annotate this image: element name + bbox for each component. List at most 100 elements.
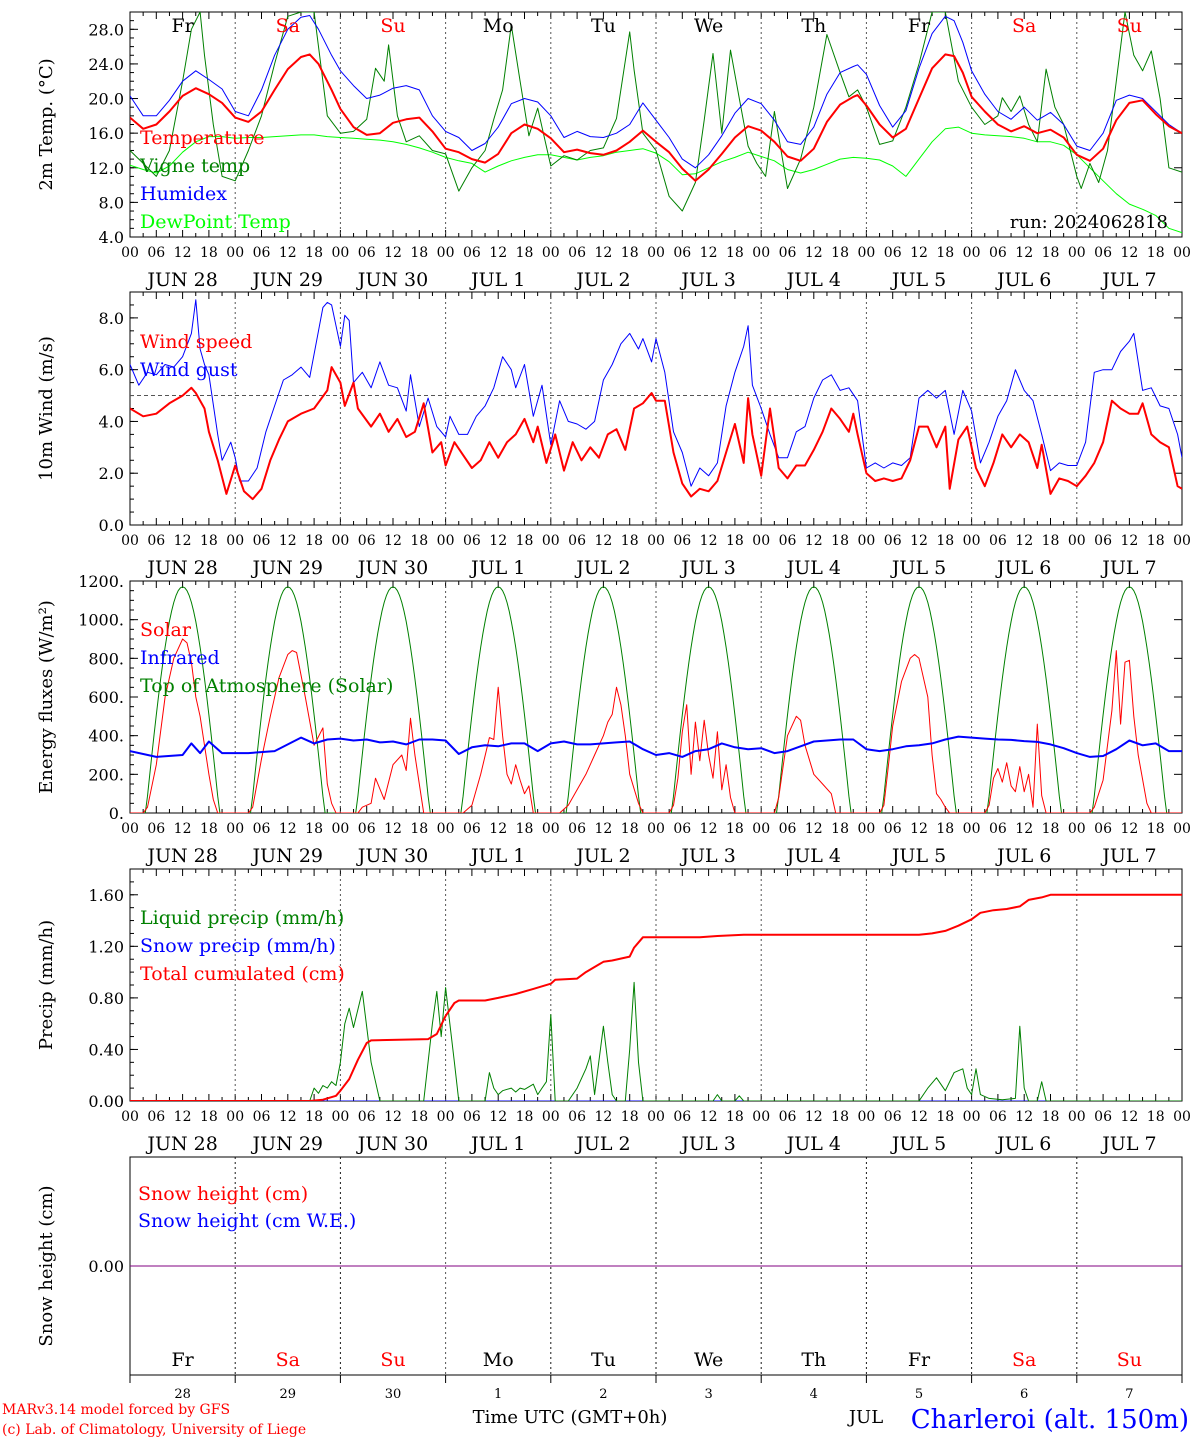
legend-humidex: Humidex xyxy=(140,183,227,205)
legend-wind-speed: Wind speed xyxy=(140,331,252,353)
hour-tick-label: 00 xyxy=(647,533,665,549)
hour-tick-label: 18 xyxy=(621,821,639,837)
hour-tick-label: 00 xyxy=(752,245,770,261)
wind-panel: 0.0 2.0 4.0 6.0 8.0 10m Wind (m/s) Wind speed W… xyxy=(36,291,1191,579)
day-number-label: 7 xyxy=(1125,1387,1133,1402)
weekday-label: Sa xyxy=(276,15,300,37)
wind-plot-area xyxy=(130,299,1182,501)
hour-tick-label: 06 xyxy=(568,1109,586,1125)
hour-tick-label: 06 xyxy=(884,533,902,549)
hour-tick-label: 00 xyxy=(857,245,875,261)
y-tick-label: 8.0 xyxy=(99,309,124,328)
hour-tick-label: 18 xyxy=(1042,821,1060,837)
hour-tick-label: 18 xyxy=(516,821,534,837)
hour-tick-label: 18 xyxy=(831,821,849,837)
y-tick-label: 4.0 xyxy=(99,228,124,247)
credit-line-2: (c) Lab. of Climatology, University of L… xyxy=(2,1422,306,1438)
date-label: JUN 28 xyxy=(145,269,217,291)
hour-tick-label: 06 xyxy=(147,821,165,837)
hour-tick-label: 18 xyxy=(726,1109,744,1125)
temperature-panel: 4.0 8.0 12.0 16.0 20.0 24.0 28.0 2m Temp. (°C) T… xyxy=(36,11,1191,291)
legend-top-of-atmosphere-solar: Top of Atmosphere (Solar) xyxy=(140,675,393,697)
snow-panel: 0.00 Snow height (cm) Snow height (cm) Snow… xyxy=(36,1156,1183,1402)
date-label: JUL 1 xyxy=(469,845,525,867)
hour-tick-label: 18 xyxy=(410,821,428,837)
y-tick-label: 20.0 xyxy=(88,90,124,109)
legend-total-cumulated-cm: Total cumulated (cm) xyxy=(140,963,345,985)
hour-tick-label: 18 xyxy=(621,533,639,549)
hour-tick-label: 06 xyxy=(253,245,271,261)
date-label: JUL 3 xyxy=(679,269,735,291)
hour-tick-label: 12 xyxy=(594,533,612,549)
hour-tick-label: 06 xyxy=(1094,821,1112,837)
date-label: JUL 5 xyxy=(890,557,946,579)
hour-tick-label: 18 xyxy=(1147,533,1165,549)
hour-tick-label: 00 xyxy=(1173,245,1191,261)
weekday-label: Su xyxy=(1117,1349,1142,1371)
hour-tick-label: 18 xyxy=(305,1109,323,1125)
hour-tick-label: 12 xyxy=(1015,821,1033,837)
hour-tick-label: 06 xyxy=(884,821,902,837)
hour-tick-label: 18 xyxy=(410,1109,428,1125)
date-label: JUL 1 xyxy=(469,1133,525,1155)
y-tick-label: 1.20 xyxy=(88,937,124,956)
hour-tick-label: 12 xyxy=(279,533,297,549)
hour-tick-label: 18 xyxy=(936,245,954,261)
series-temperature xyxy=(130,53,1182,182)
temperature-plot-area xyxy=(130,12,1182,234)
hour-tick-label: 00 xyxy=(963,821,981,837)
weekday-label: We xyxy=(694,1349,723,1371)
precip-plot-area xyxy=(130,893,1182,1101)
legend-temperature: Temperature xyxy=(140,127,264,149)
hour-tick-label: 12 xyxy=(174,1109,192,1125)
date-label: JUN 29 xyxy=(251,1133,323,1155)
hour-tick-label: 00 xyxy=(437,533,455,549)
y-tick-label: 0.0 xyxy=(99,516,124,535)
hour-tick-label: 00 xyxy=(121,1109,139,1125)
date-label: JUL 3 xyxy=(679,845,735,867)
y-tick-label: 0.00 xyxy=(88,1092,124,1111)
hour-tick-label: 18 xyxy=(305,821,323,837)
hour-tick-label: 00 xyxy=(437,1109,455,1125)
hour-tick-label: 12 xyxy=(279,1109,297,1125)
hour-tick-label: 12 xyxy=(805,821,823,837)
hour-tick-label: 18 xyxy=(200,821,218,837)
hour-tick-label: 12 xyxy=(1015,1109,1033,1125)
hour-tick-label: 00 xyxy=(1173,533,1191,549)
hour-tick-label: 00 xyxy=(121,245,139,261)
hour-tick-label: 12 xyxy=(489,821,507,837)
hour-tick-label: 18 xyxy=(936,821,954,837)
date-label: JUN 29 xyxy=(251,557,323,579)
hour-tick-label: 12 xyxy=(174,533,192,549)
date-label: JUN 30 xyxy=(356,269,428,291)
day-number-label: 5 xyxy=(915,1387,923,1402)
hour-tick-label: 06 xyxy=(779,1109,797,1125)
hour-tick-label: 00 xyxy=(121,533,139,549)
weekday-label: Sa xyxy=(1012,1349,1036,1371)
station-label: Charleroi (alt. 150m) xyxy=(911,1405,1189,1435)
date-label: JUL 3 xyxy=(679,1133,735,1155)
weekday-label: Th xyxy=(801,15,826,37)
hour-tick-label: 00 xyxy=(1173,821,1191,837)
hour-tick-label: 00 xyxy=(647,821,665,837)
date-label: JUL 7 xyxy=(1100,557,1156,579)
hour-tick-label: 06 xyxy=(673,533,691,549)
hour-tick-label: 00 xyxy=(226,245,244,261)
y-tick-label: 8.0 xyxy=(99,193,124,212)
hour-tick-label: 12 xyxy=(1120,1109,1138,1125)
hour-tick-label: 18 xyxy=(410,245,428,261)
legend-dewpoint-temp: DewPoint Temp xyxy=(140,211,291,233)
run-annotation: run: 2024062818 xyxy=(1010,212,1168,233)
hour-tick-label: 12 xyxy=(279,821,297,837)
date-label: JUL 7 xyxy=(1100,1133,1156,1155)
hour-tick-label: 00 xyxy=(226,1109,244,1125)
date-label: JUL 4 xyxy=(785,845,841,867)
hour-tick-label: 18 xyxy=(1147,1109,1165,1125)
hour-tick-label: 06 xyxy=(989,1109,1007,1125)
hour-tick-label: 18 xyxy=(621,245,639,261)
date-label: JUL 4 xyxy=(785,1133,841,1155)
hour-tick-label: 06 xyxy=(884,1109,902,1125)
hour-tick-label: 12 xyxy=(805,1109,823,1125)
date-label: JUN 30 xyxy=(356,1133,428,1155)
y-tick-label: 12.0 xyxy=(88,159,124,178)
